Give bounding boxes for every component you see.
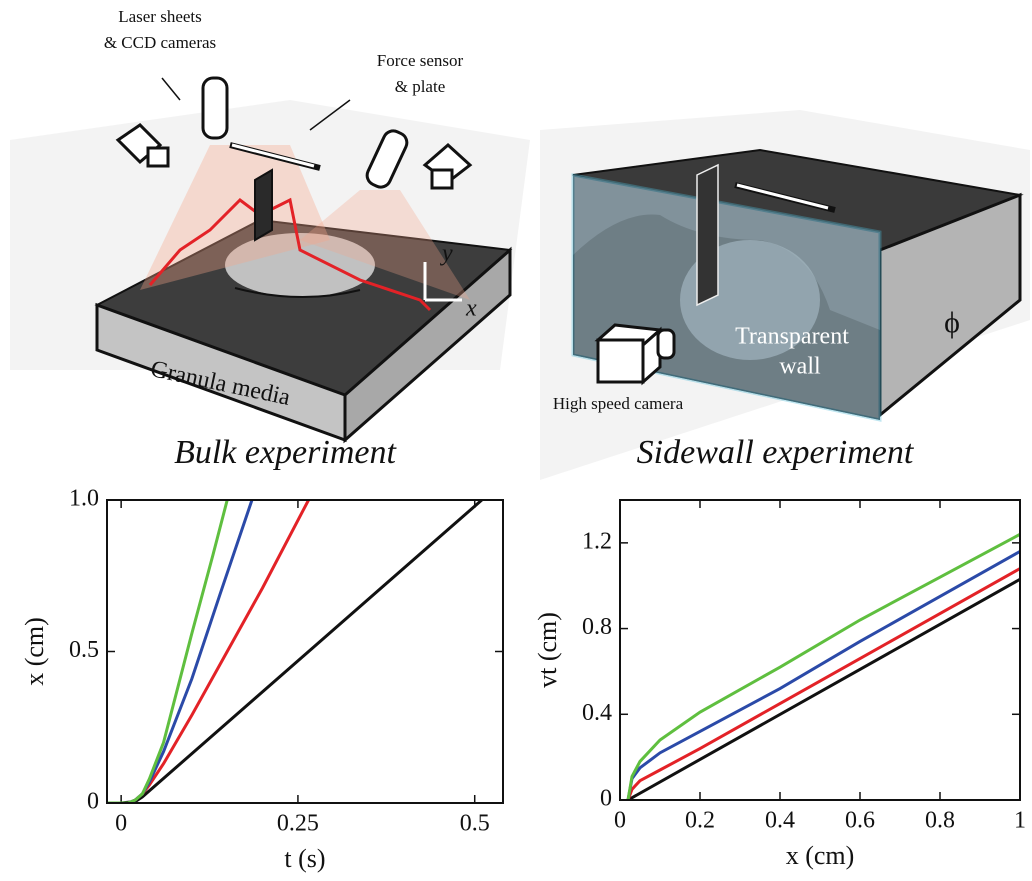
ccd-camera (148, 148, 168, 166)
x-tick-label: 0.8 (925, 808, 955, 834)
line (107, 500, 482, 803)
plate (255, 170, 272, 240)
camera-lens (658, 330, 674, 358)
line (107, 500, 309, 803)
plot-area (628, 534, 1020, 800)
x-axis-label: t (s) (284, 844, 325, 873)
line (628, 534, 1020, 800)
bulk-illustration: Laser sheets & CCD cameras Force sensor … (10, 7, 530, 471)
camera (598, 340, 643, 382)
label: Transparent (735, 324, 849, 350)
label: & CCD cameras (104, 33, 216, 52)
caption: Sidewall experiment (637, 434, 915, 471)
x-tick-label: 0.5 (460, 811, 490, 837)
caption: Bulk experiment (174, 434, 397, 471)
x-tick-label: 0 (115, 811, 127, 837)
x-tick-label: 1 (1014, 808, 1026, 834)
figure: Laser sheets & CCD cameras Force sensor … (0, 0, 1032, 881)
pointer (162, 78, 180, 100)
label: Laser sheets (118, 7, 202, 26)
line (628, 579, 1020, 800)
label: wall (779, 354, 821, 380)
y-axis-label: x (cm) (20, 617, 49, 686)
label: & plate (395, 77, 446, 96)
x-tick-label: 0.6 (845, 808, 875, 834)
label: ϕ (944, 306, 960, 339)
y-tick-label: 0 (600, 786, 612, 812)
y-tick-label: 0.5 (69, 637, 99, 663)
line (628, 551, 1020, 800)
ccd-camera (432, 170, 452, 188)
y-axis-label: vt (cm) (533, 612, 562, 688)
label: Force sensor (377, 51, 464, 70)
y-tick-label: 0 (87, 789, 99, 815)
plot-area (107, 500, 482, 803)
axis-label: y (440, 241, 453, 267)
plot-frame (620, 500, 1020, 800)
camera (203, 78, 227, 138)
plate (697, 165, 718, 305)
y-tick-label: 1.2 (582, 528, 612, 554)
axis-label: x (465, 296, 477, 322)
x-tick-label: 0.25 (277, 811, 319, 837)
x-tick-label: 0.4 (765, 808, 795, 834)
x-tick-label: 0 (614, 808, 626, 834)
line (107, 500, 252, 803)
sidewall-illustration: Transparent wall ϕ High speed camera Sid… (540, 110, 1030, 480)
y-tick-label: 1.0 (69, 486, 99, 512)
x-axis-label: x (cm) (786, 841, 855, 870)
label: High speed camera (553, 394, 684, 413)
x-tick-label: 0.2 (685, 808, 715, 834)
y-tick-label: 0.8 (582, 614, 612, 640)
y-tick-label: 0.4 (582, 700, 612, 726)
